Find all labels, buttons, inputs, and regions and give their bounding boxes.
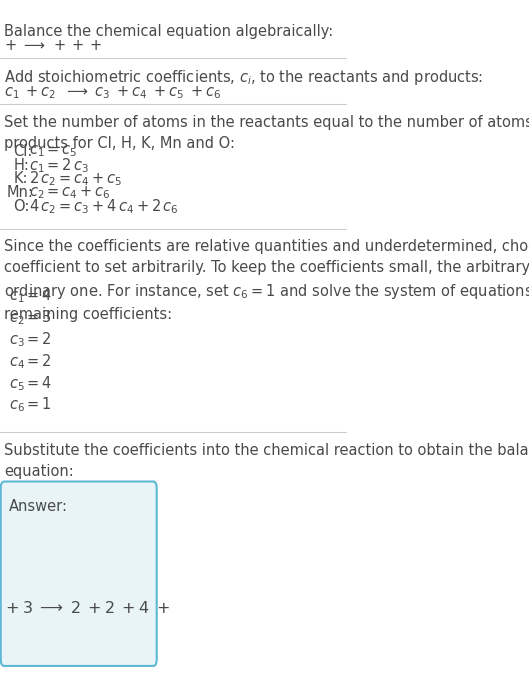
Text: $+ \;\longrightarrow\; + + +$: $+ \;\longrightarrow\; + + +$ <box>4 38 103 53</box>
Text: $c_3 = 2$: $c_3 = 2$ <box>8 330 51 349</box>
Text: Add stoichiometric coefficients, $c_i$, to the reactants and products:: Add stoichiometric coefficients, $c_i$, … <box>4 68 484 87</box>
Text: $c_2 = 3$: $c_2 = 3$ <box>8 308 52 327</box>
Text: $c_1 = 4$: $c_1 = 4$ <box>8 286 52 305</box>
Text: $2\,c_2 = c_4+c_5$: $2\,c_2 = c_4+c_5$ <box>30 169 123 189</box>
Text: $4 \;+3 \;\longrightarrow\; 2 \;+2 \;+4 \;+$: $4 \;+3 \;\longrightarrow\; 2 \;+2 \;+4 … <box>0 600 170 616</box>
Text: Answer:: Answer: <box>10 499 68 514</box>
Text: K:: K: <box>13 171 28 186</box>
Text: Substitute the coefficients into the chemical reaction to obtain the balanced
eq: Substitute the coefficients into the che… <box>4 443 529 479</box>
Text: $c_1 \;+c_2 \;\;\longrightarrow\; c_3 \;+c_4 \;+c_5 \;+c_6$: $c_1 \;+c_2 \;\;\longrightarrow\; c_3 \;… <box>4 85 221 101</box>
Text: O:: O: <box>13 199 30 214</box>
Text: Cl:: Cl: <box>13 144 33 159</box>
Text: Balance the chemical equation algebraically:: Balance the chemical equation algebraica… <box>4 24 333 39</box>
Text: $c_1 = c_5$: $c_1 = c_5$ <box>30 144 78 159</box>
Text: $c_2 = c_4+c_6$: $c_2 = c_4+c_6$ <box>30 184 111 201</box>
Text: $c_4 = 2$: $c_4 = 2$ <box>8 352 51 371</box>
Text: Mn:: Mn: <box>6 185 33 200</box>
Text: $4\,c_2 = c_3+4\,c_4+2\,c_6$: $4\,c_2 = c_3+4\,c_4+2\,c_6$ <box>30 197 179 216</box>
Text: $c_5 = 4$: $c_5 = 4$ <box>8 374 52 393</box>
Text: Set the number of atoms in the reactants equal to the number of atoms in the
pro: Set the number of atoms in the reactants… <box>4 115 529 151</box>
Text: $c_1 = 2\,c_3$: $c_1 = 2\,c_3$ <box>30 156 90 175</box>
FancyBboxPatch shape <box>1 482 157 666</box>
Text: $c_6 = 1$: $c_6 = 1$ <box>8 395 51 415</box>
Text: Since the coefficients are relative quantities and underdetermined, choose a
coe: Since the coefficients are relative quan… <box>4 239 529 322</box>
Text: H:: H: <box>13 158 29 173</box>
